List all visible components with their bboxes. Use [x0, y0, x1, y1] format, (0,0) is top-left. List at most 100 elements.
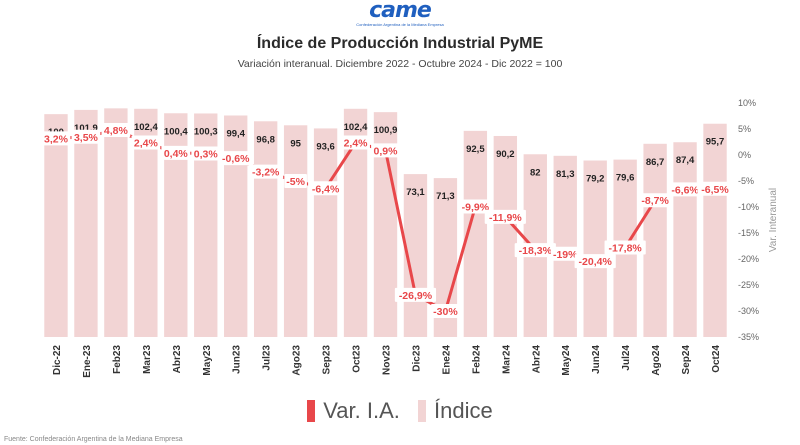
- bar-value-label: 71,3: [436, 191, 455, 202]
- bar: [553, 155, 577, 337]
- x-tick-label: Nov23: [382, 345, 393, 375]
- came-logo: came Confederación Argentina de la Media…: [335, 0, 465, 30]
- x-tick-label: May24: [561, 345, 572, 376]
- line-label-bg: [604, 240, 646, 255]
- legend-line-label: Var. I.A.: [323, 398, 400, 423]
- line-value-label: 0,9%: [374, 145, 399, 157]
- source-note: Fuente: Confederación Argentina de la Me…: [4, 436, 183, 443]
- line-label-bg: [218, 151, 254, 166]
- bar: [194, 113, 218, 337]
- bar-value-label: 100,4: [164, 126, 188, 137]
- y2-tick-label: -25%: [738, 280, 759, 290]
- x-tick-label: Ago24: [651, 345, 662, 376]
- line-value-label: -8,7%: [641, 195, 669, 207]
- bar-value-label: 95: [290, 138, 301, 149]
- bar: [433, 178, 458, 337]
- x-tick-label: Ene24: [441, 345, 452, 375]
- line-label-bg: [308, 181, 344, 196]
- line-label-bg: [284, 174, 307, 188]
- x-tick-label: Abr23: [172, 345, 183, 374]
- bar-value-label: 92,5: [466, 144, 485, 155]
- chart-subtitle: Variación interanual. Diciembre 2022 - O…: [237, 58, 563, 70]
- x-tick-label: Feb23: [112, 345, 123, 374]
- x-tick-label: Abr24: [531, 345, 542, 374]
- line-label-bg: [550, 246, 580, 261]
- bar: [643, 143, 667, 337]
- line-label-bg: [514, 243, 556, 258]
- y2-tick-label: 10%: [738, 98, 756, 108]
- x-tick-label: Mar23: [142, 345, 153, 374]
- line-value-label: -30%: [433, 306, 458, 318]
- bar-value-label: 87,4: [676, 155, 695, 166]
- bar: [313, 128, 338, 337]
- bar: [104, 108, 128, 337]
- bar: [343, 108, 368, 338]
- line-value-label: -17,8%: [609, 243, 643, 255]
- x-tick-label: Dic-22: [52, 345, 63, 375]
- x-tick-label: Feb24: [471, 345, 482, 374]
- line-value-label: -26,9%: [399, 290, 433, 302]
- x-tick-label: Jun24: [591, 345, 602, 374]
- x-tick-label: Mar24: [501, 345, 512, 374]
- legend-item-line: Var. I.A.: [307, 398, 400, 424]
- legend-bar-label: Índice: [434, 398, 493, 423]
- line-label-bg: [101, 123, 131, 138]
- bar-value-label: 90,2: [496, 149, 515, 160]
- y2-axis-label: Var. Interanual: [768, 188, 779, 252]
- bar: [493, 135, 518, 337]
- bar-value-label: 81,3: [556, 169, 575, 180]
- y2-tick-label: -10%: [738, 202, 759, 212]
- line-value-label: -11,9%: [489, 212, 522, 224]
- line-label-bg: [341, 135, 370, 150]
- line-label-bg: [431, 304, 460, 318]
- line-value-label: -6,5%: [701, 184, 729, 196]
- bar: [703, 123, 727, 338]
- bar-value-label: 86,7: [646, 157, 665, 168]
- line-value-label: 3,5%: [74, 132, 99, 144]
- bar: [283, 125, 308, 338]
- legend-bar-swatch: [418, 400, 427, 422]
- y2-tick-label: -35%: [738, 332, 759, 342]
- bar: [224, 115, 248, 337]
- chart-title: Índice de Producción Industrial PyME: [256, 35, 544, 52]
- bar: [373, 112, 398, 337]
- line-label-bg: [667, 182, 703, 197]
- bar-value-label: 73,1: [406, 187, 425, 198]
- line-value-label: 3,2%: [44, 133, 69, 145]
- bar-value-label: 82: [530, 167, 541, 178]
- line-label-bg: [457, 199, 493, 214]
- bar-value-label: 99,4: [226, 128, 245, 139]
- bar: [463, 130, 488, 337]
- line-label-bg: [248, 164, 284, 179]
- line-value-label: 2,4%: [344, 138, 369, 150]
- y2-tick-label: -30%: [738, 306, 759, 316]
- x-tick-label: Jul23: [262, 345, 273, 371]
- bar-value-label: 95,7: [706, 137, 725, 148]
- y2-tick-label: -5%: [738, 176, 754, 186]
- x-tick-label: Oct24: [711, 345, 722, 373]
- x-tick-label: May23: [202, 345, 213, 376]
- legend-line-swatch: [307, 400, 316, 422]
- bar: [44, 114, 68, 338]
- bar-value-label: 79,6: [616, 173, 635, 184]
- bar-value-label: 102,4: [134, 122, 158, 133]
- x-tick-label: Sep23: [322, 345, 333, 375]
- line-value-label: -9,9%: [462, 201, 490, 213]
- x-tick-label: Dic23: [411, 345, 422, 372]
- bar-value-label: 79,2: [586, 173, 605, 184]
- line-label-bg: [71, 129, 101, 144]
- bar-value-label: 100,9: [374, 125, 398, 136]
- line-value-label: -5%: [286, 176, 305, 188]
- bar: [583, 160, 607, 337]
- legend-item-bar: Índice: [418, 398, 493, 424]
- line-value-label: -6,4%: [312, 183, 340, 195]
- line-value-label: -20,4%: [579, 256, 613, 268]
- y2-tick-label: -15%: [738, 228, 759, 238]
- line-label-bg: [637, 193, 673, 208]
- line-label-bg: [41, 131, 71, 146]
- line-value-label: -19%: [553, 249, 578, 261]
- line-value-label: -18,3%: [519, 245, 553, 257]
- line-label-bg: [191, 146, 221, 161]
- y2-tick-label: 0%: [738, 150, 751, 160]
- line-label-bg: [484, 209, 526, 224]
